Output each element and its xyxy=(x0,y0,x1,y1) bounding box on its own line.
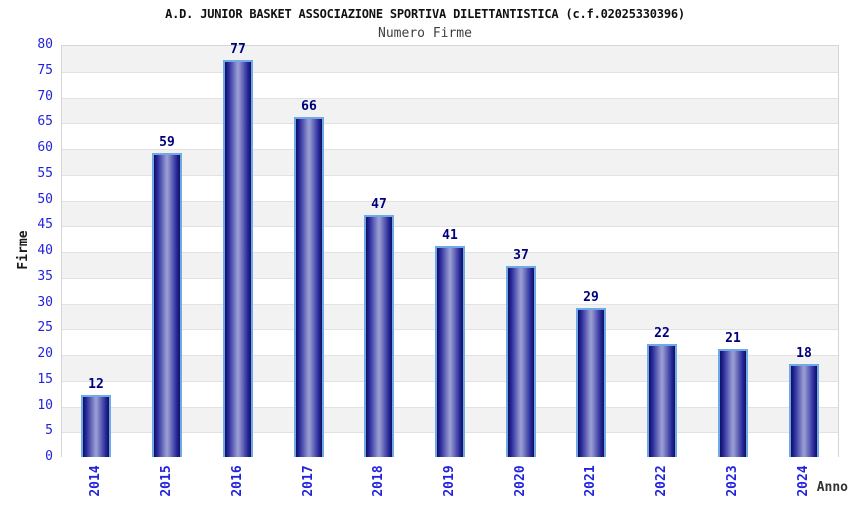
bar-value-label: 47 xyxy=(371,197,387,212)
x-tick-label: 2021 xyxy=(583,465,598,497)
bar-value-label: 29 xyxy=(583,290,599,305)
y-tick-label: 5 xyxy=(45,423,53,438)
x-tick-label: 2019 xyxy=(442,465,457,497)
x-tick-label: 2016 xyxy=(230,465,245,497)
bar-value-label: 77 xyxy=(230,42,246,57)
y-tick-label: 15 xyxy=(37,372,53,387)
y-tick-label: 35 xyxy=(37,269,53,284)
bar-2018 xyxy=(364,215,394,457)
gridline xyxy=(62,123,838,124)
grid-band xyxy=(62,149,838,175)
bar-value-label: 59 xyxy=(159,135,175,150)
y-tick-label: 65 xyxy=(37,114,53,129)
y-tick-label: 70 xyxy=(37,89,53,104)
x-axis-title: Anno xyxy=(816,480,848,495)
grid-band xyxy=(62,200,838,227)
bar-2015 xyxy=(152,153,182,457)
bar-value-label: 21 xyxy=(725,331,741,346)
bar-2021 xyxy=(576,308,606,457)
gridline xyxy=(62,201,838,202)
chart-subtitle: Numero Firme xyxy=(378,26,472,41)
bar-value-label: 18 xyxy=(796,346,812,361)
gridline xyxy=(62,226,838,227)
bar-2019 xyxy=(435,246,465,457)
x-tick-label: 2014 xyxy=(88,465,103,497)
x-tick-label: 2020 xyxy=(513,465,528,497)
gridline xyxy=(62,98,838,99)
grid-band xyxy=(62,97,838,124)
bar-2023 xyxy=(718,349,748,457)
chart-title: A.D. JUNIOR BASKET ASSOCIAZIONE SPORTIVA… xyxy=(165,7,685,21)
x-tick-label: 2023 xyxy=(725,465,740,497)
y-tick-label: 40 xyxy=(37,243,53,258)
bar-2022 xyxy=(647,344,677,457)
y-tick-label: 75 xyxy=(37,63,53,78)
y-tick-label: 80 xyxy=(37,37,53,52)
bar-value-label: 12 xyxy=(88,377,104,392)
bar-2016 xyxy=(223,60,253,457)
x-tick-label: 2024 xyxy=(796,465,811,497)
bar-2014 xyxy=(81,395,111,457)
bar-2024 xyxy=(789,364,819,457)
x-tick-label: 2017 xyxy=(301,465,316,497)
x-tick-label: 2022 xyxy=(654,465,669,497)
grid-band xyxy=(62,71,838,98)
y-tick-label: 55 xyxy=(37,166,53,181)
bar-value-label: 41 xyxy=(442,228,458,243)
gridline xyxy=(62,175,838,176)
y-tick-label: 60 xyxy=(37,140,53,155)
x-tick-label: 2018 xyxy=(371,465,386,497)
bar-2017 xyxy=(294,117,324,457)
y-axis-title: Firme xyxy=(16,230,31,270)
y-tick-label: 25 xyxy=(37,320,53,335)
x-tick-label: 2015 xyxy=(159,465,174,497)
grid-band xyxy=(62,174,838,201)
bar-2020 xyxy=(506,266,536,457)
gridline xyxy=(62,72,838,73)
bar-value-label: 37 xyxy=(513,248,529,263)
y-tick-label: 10 xyxy=(37,398,53,413)
gridline xyxy=(62,149,838,150)
y-tick-label: 45 xyxy=(37,217,53,232)
y-tick-label: 50 xyxy=(37,192,53,207)
y-tick-label: 20 xyxy=(37,346,53,361)
bar-value-label: 22 xyxy=(654,326,670,341)
y-tick-label: 0 xyxy=(45,449,53,464)
y-tick-label: 30 xyxy=(37,295,53,310)
grid-band xyxy=(62,46,838,72)
grid-band xyxy=(62,123,838,149)
bar-value-label: 66 xyxy=(301,99,317,114)
